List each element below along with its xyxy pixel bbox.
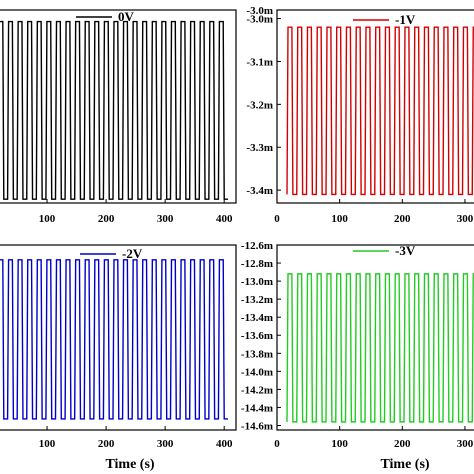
x-tick-label: 100 — [331, 438, 348, 450]
panel-0v: 0V 0100200300400 — [0, 9, 237, 225]
plot-frame — [0, 9, 237, 204]
y-tick-label: -3.0m — [246, 14, 273, 26]
x-tick-label: 200 — [394, 213, 411, 225]
y-tick-label: -3.0m — [246, 5, 273, 17]
y-tick-label: -3.3m — [246, 142, 273, 154]
y-tick-label: -14.6m — [241, 420, 273, 432]
x-tick-label: 200 — [394, 438, 411, 450]
signal-series-line — [0, 259, 228, 420]
legend-label-0v: 0V — [118, 9, 135, 24]
x-tick-label: 400 — [216, 213, 233, 225]
x-tick-label: 300 — [157, 213, 174, 225]
legend-label-minus-2v: -2V — [122, 246, 143, 261]
x-tick-label: 300 — [457, 213, 474, 225]
x-tick-label: 200 — [98, 438, 115, 450]
x-tick-label: 0 — [274, 438, 280, 450]
y-tick-label: -14.0m — [241, 366, 273, 378]
x-tick-label: 400 — [216, 438, 233, 450]
y-tick-label: -13.4m — [241, 312, 273, 324]
legend-label-minus-1v: -1V — [395, 12, 416, 27]
plot-frame — [276, 244, 474, 431]
y-tick-label: -3.1m — [246, 56, 273, 68]
panel-minus-3v: -3V Time (s) 0 100 200 300 -12.6m -12.8m -13.0… — [241, 240, 474, 472]
legend-label-minus-3v: -3V — [395, 243, 416, 258]
y-tick-label: -14.4m — [241, 402, 273, 414]
y-tick-label: -13.2m — [241, 294, 273, 306]
panel-minus-1v: -1V 0 100 200 300 -3.0m-3.0m -3.1m -3.2m -3.3m -… — [246, 5, 474, 225]
y-tick-label: -13.6m — [241, 330, 273, 342]
plot-frame — [0, 244, 237, 431]
y-tick-label: -3.4m — [246, 185, 273, 197]
panel-minus-2v: -2V Time (s) 0100200300400 — [0, 244, 237, 472]
x-tick-label: 100 — [39, 438, 56, 450]
signal-series-line — [286, 273, 474, 423]
signal-series-line — [286, 26, 474, 196]
x-tick-label: 0 — [274, 213, 280, 225]
x-axis-label-right: Time (s) — [380, 457, 429, 472]
y-tick-label: -13.8m — [241, 348, 273, 360]
x-tick-label: 200 — [98, 213, 115, 225]
x-tick-label: 100 — [39, 213, 56, 225]
plot-frame — [276, 9, 474, 204]
x-tick-label: 100 — [331, 213, 348, 225]
x-axis-label-left: Time (s) — [105, 457, 154, 472]
y-tick-label: -12.6m — [241, 240, 273, 252]
y-tick-label: -13.0m — [241, 276, 273, 288]
y-tick-label: -3.2m — [246, 99, 273, 111]
y-tick-label: -12.8m — [241, 258, 273, 270]
signal-series-line — [0, 20, 228, 200]
x-tick-label: 300 — [157, 438, 174, 450]
y-tick-label: -14.2m — [241, 384, 273, 396]
x-tick-label: 300 — [457, 438, 474, 450]
